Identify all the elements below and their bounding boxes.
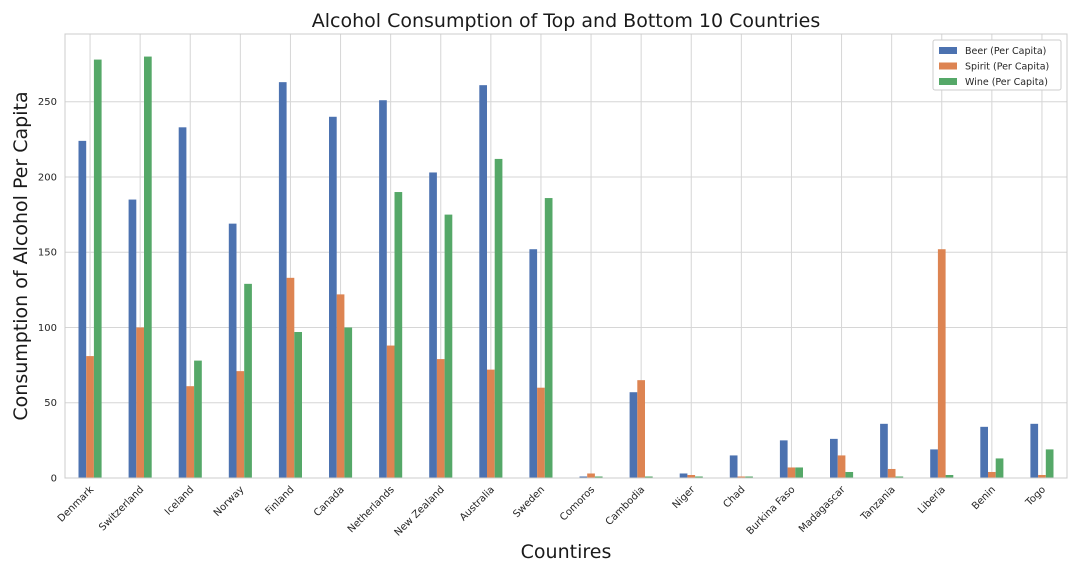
- bar-beer: [479, 85, 487, 478]
- chart-title: Alcohol Consumption of Top and Bottom 10…: [312, 10, 821, 32]
- bar-spirit: [1038, 474, 1046, 478]
- bar-wine: [795, 467, 803, 478]
- bar-wine: [194, 360, 202, 478]
- bar-wine: [1045, 449, 1054, 478]
- bar-wine: [244, 283, 252, 478]
- legend-box: [932, 39, 1062, 91]
- bar-beer: [429, 172, 437, 478]
- bar-wine: [144, 56, 152, 479]
- bar-spirit: [787, 467, 796, 478]
- y-axis-label: Consumption of Alcohol Per Capita: [10, 91, 32, 420]
- y-tick-label: 200: [38, 172, 57, 183]
- bar-wine: [93, 59, 102, 479]
- bar-wine: [344, 327, 353, 478]
- bar-spirit: [587, 473, 595, 478]
- bar-wine: [594, 476, 603, 478]
- legend-label: Spirit (Per Capita): [965, 62, 1049, 73]
- bar-spirit: [286, 277, 295, 478]
- bar-beer: [880, 423, 888, 478]
- bar-beer: [930, 449, 938, 478]
- bar-beer: [980, 426, 988, 478]
- bar-beer: [579, 476, 588, 478]
- y-axis-ticks: 0 50 100 150 200 250: [38, 97, 57, 484]
- bar-wine: [895, 476, 904, 478]
- bar-wine: [294, 332, 302, 478]
- bar-wine: [444, 214, 453, 478]
- bar-spirit: [136, 327, 144, 478]
- bar-spirit: [537, 387, 545, 478]
- bar-spirit: [236, 371, 245, 478]
- bar-beer: [830, 438, 838, 478]
- bar-wine: [544, 198, 553, 478]
- bar-beer: [278, 82, 287, 478]
- bar-beer: [178, 127, 187, 479]
- legend-swatch: [939, 47, 957, 54]
- y-tick-label: 100: [38, 323, 57, 334]
- bar-spirit: [487, 369, 495, 478]
- bar-spirit: [988, 471, 996, 478]
- bar-wine: [745, 476, 753, 478]
- bar-beer: [379, 100, 387, 479]
- y-tick-label: 0: [51, 474, 57, 485]
- bar-beer: [1030, 423, 1039, 478]
- bar-beer: [329, 116, 337, 478]
- bar-beer: [529, 249, 538, 478]
- y-tick-label: 250: [38, 97, 57, 108]
- bar-spirit: [436, 359, 445, 478]
- plot-frame: [64, 33, 1068, 479]
- bar-beer: [128, 199, 137, 478]
- bar-beer: [228, 223, 237, 478]
- y-tick-label: 150: [38, 248, 57, 259]
- y-tick-label: 50: [44, 398, 57, 409]
- bar-beer: [679, 473, 688, 478]
- bar-spirit: [887, 468, 896, 478]
- bar-spirit: [837, 455, 846, 478]
- bar-wine: [945, 474, 954, 478]
- bar-spirit: [86, 356, 94, 478]
- bar-wine: [645, 476, 653, 478]
- legend-swatch: [939, 78, 957, 85]
- bar-beer: [78, 140, 87, 478]
- bar-spirit: [937, 249, 946, 478]
- legend-swatch: [939, 62, 957, 70]
- bar-spirit: [637, 380, 645, 478]
- bar-spirit: [687, 474, 696, 478]
- bar-beer: [779, 440, 788, 478]
- bar-beer: [629, 392, 638, 478]
- bar-wine: [995, 458, 1004, 478]
- bar-spirit: [186, 386, 195, 478]
- legend-label: Wine (Per Capita): [965, 77, 1048, 88]
- bar-spirit: [336, 294, 345, 478]
- bar-spirit: [386, 345, 395, 478]
- bar-wine: [394, 192, 403, 478]
- legend-label: Beer (Per Capita): [965, 46, 1046, 57]
- bar-wine: [494, 158, 503, 478]
- bar-wine: [695, 476, 703, 478]
- legend: Beer (Per Capita) Spirit (Per Capita) Wine…: [932, 39, 1062, 91]
- bar-spirit: [737, 476, 746, 478]
- x-axis-label: Countires: [521, 541, 612, 563]
- bar-beer: [729, 455, 738, 478]
- bar-wine: [845, 471, 854, 478]
- bars: [78, 56, 1054, 479]
